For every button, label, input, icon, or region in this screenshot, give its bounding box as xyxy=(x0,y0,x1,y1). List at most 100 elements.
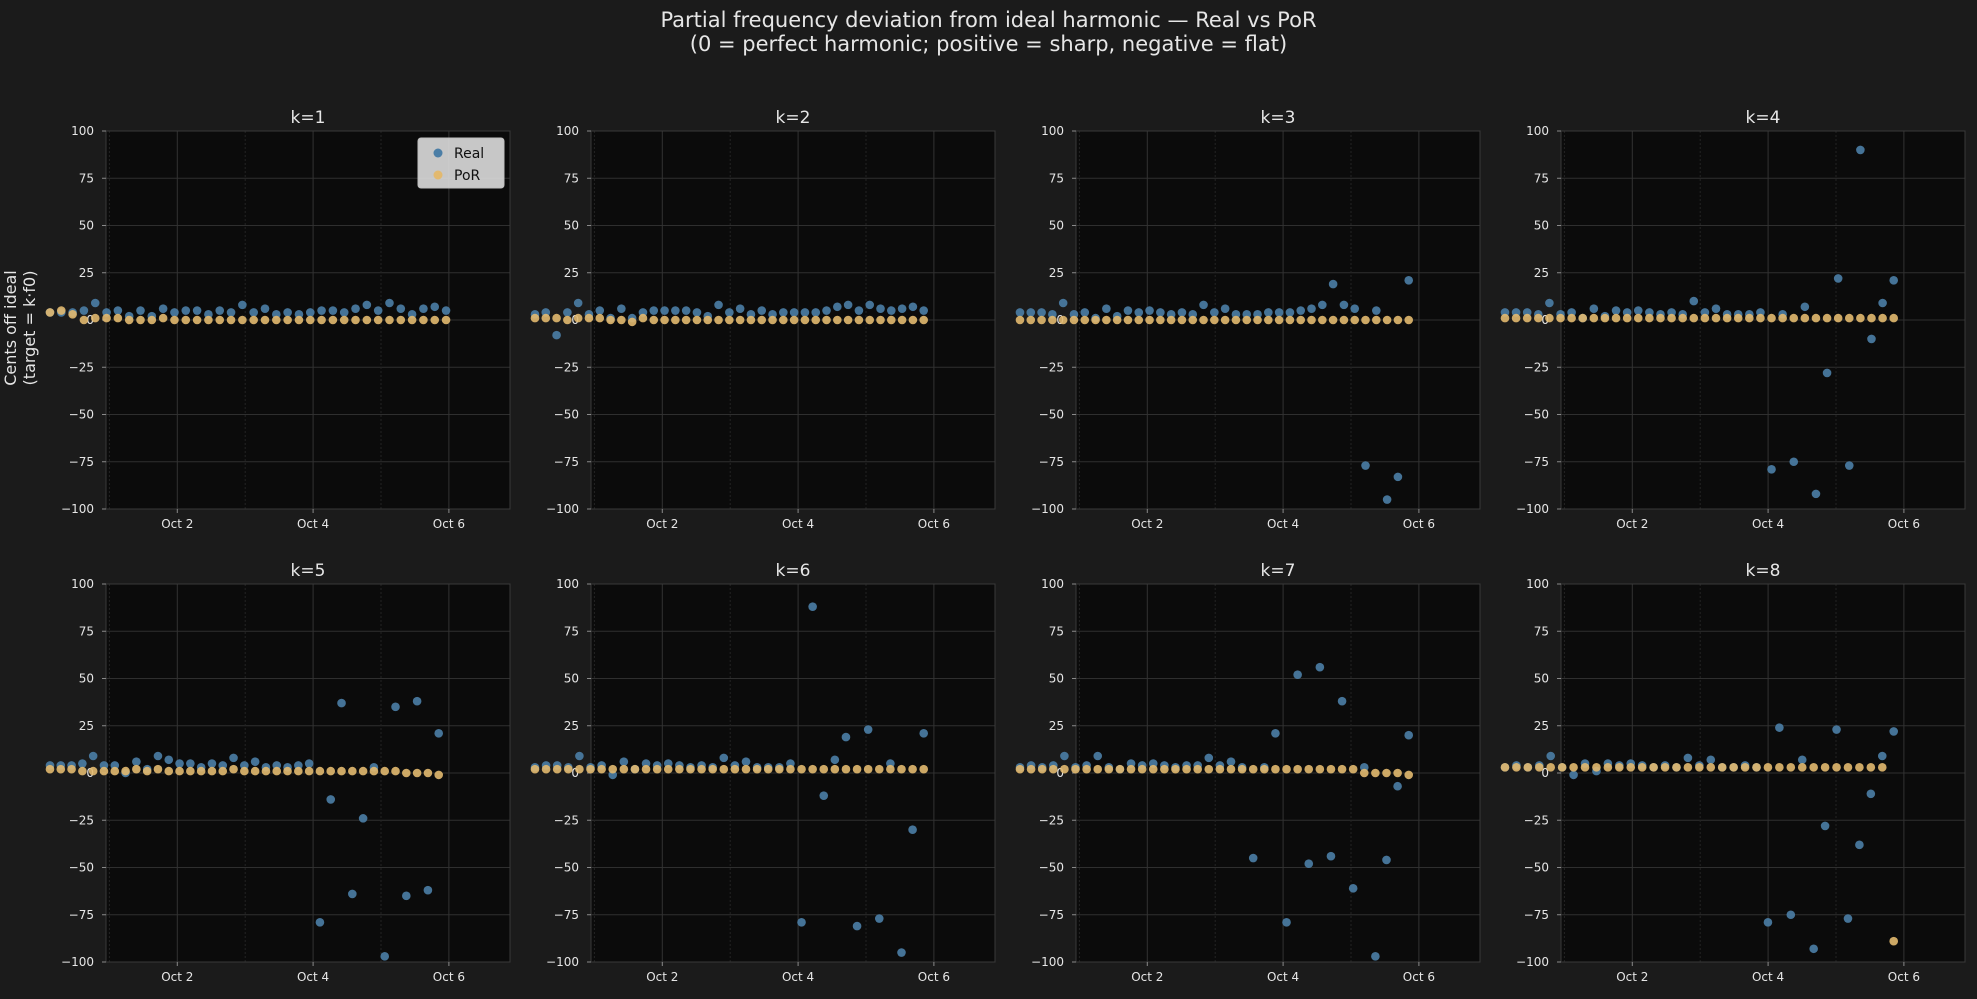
por-point xyxy=(175,766,184,776)
por-point xyxy=(1545,313,1554,323)
real-point xyxy=(250,757,260,766)
x-tick-label: Oct 6 xyxy=(1888,970,1920,984)
real-point xyxy=(1889,276,1899,285)
real-point xyxy=(249,308,258,317)
real-point xyxy=(1102,304,1111,313)
por-point xyxy=(1226,764,1236,774)
por-point xyxy=(1177,315,1187,325)
por-point xyxy=(908,764,917,774)
por-point xyxy=(1745,313,1754,323)
y-tick-label: −50 xyxy=(1524,408,1549,422)
y-tick-label: 75 xyxy=(1534,624,1549,638)
real-point xyxy=(1611,306,1621,315)
real-point xyxy=(423,885,433,895)
real-point xyxy=(649,306,659,315)
por-point xyxy=(1733,313,1743,323)
por-point xyxy=(876,315,885,325)
por-point xyxy=(1877,763,1887,772)
por-point xyxy=(1248,764,1258,774)
por-point xyxy=(575,764,584,774)
y-tick-label: −75 xyxy=(554,908,579,922)
subplot-k-4: k=4 100 75 50 25 0 −25 −50 −75 −100 Oct 2 Oct 4 Oct … xyxy=(1500,108,1966,531)
real-point xyxy=(1134,308,1144,317)
por-point xyxy=(630,764,640,774)
x-tick-label: Oct 6 xyxy=(1403,970,1435,984)
real-point xyxy=(735,304,745,313)
por-point xyxy=(649,315,659,325)
legend-por-marker xyxy=(433,170,443,180)
y-tick-label: 25 xyxy=(1049,266,1064,280)
real-point xyxy=(1060,751,1069,761)
por-point xyxy=(563,315,572,325)
real-point xyxy=(1372,306,1381,315)
real-point xyxy=(1569,770,1578,780)
real-point xyxy=(1371,952,1380,961)
real-point xyxy=(1800,302,1810,312)
por-point xyxy=(775,764,784,774)
real-point xyxy=(1304,859,1314,869)
por-point xyxy=(1048,315,1057,325)
por-point xyxy=(283,766,292,776)
real-point xyxy=(1145,306,1154,315)
real-point xyxy=(441,306,451,315)
legend-real-marker xyxy=(433,148,443,158)
real-point xyxy=(1833,274,1843,283)
por-point xyxy=(272,315,281,325)
y-tick-label: 25 xyxy=(564,719,579,733)
por-point xyxy=(294,766,303,776)
real-point xyxy=(897,304,907,313)
real-point xyxy=(1832,725,1841,734)
por-point xyxy=(1049,764,1058,774)
y-tick-label: −50 xyxy=(1524,861,1549,875)
por-point xyxy=(564,764,573,774)
y-tick-label: −75 xyxy=(69,908,94,922)
real-point xyxy=(714,300,723,310)
por-point xyxy=(158,313,168,323)
por-point xyxy=(617,315,626,325)
real-point xyxy=(681,306,691,315)
por-point xyxy=(337,766,346,776)
por-point xyxy=(714,315,723,325)
real-point xyxy=(326,795,336,804)
por-point xyxy=(1145,315,1154,325)
real-point xyxy=(88,751,98,761)
por-point xyxy=(1592,763,1601,772)
real-point xyxy=(1026,308,1036,317)
por-point xyxy=(1274,315,1284,325)
por-point xyxy=(768,315,777,325)
real-point xyxy=(887,306,896,315)
por-point xyxy=(1844,313,1854,323)
por-point xyxy=(170,315,179,325)
real-point xyxy=(1080,308,1090,317)
real-point xyxy=(671,306,680,315)
por-point xyxy=(1637,763,1647,772)
por-point xyxy=(741,764,751,774)
x-tick-label: Oct 6 xyxy=(433,970,465,984)
real-point xyxy=(79,306,89,315)
por-point xyxy=(703,315,713,325)
por-point xyxy=(1740,763,1750,772)
por-point xyxy=(1037,315,1046,325)
real-point xyxy=(908,302,918,312)
por-point xyxy=(283,315,292,325)
real-point xyxy=(181,306,191,315)
y-tick-label: −25 xyxy=(1524,360,1549,374)
por-point xyxy=(830,764,840,774)
real-point xyxy=(1361,461,1370,470)
por-point xyxy=(102,313,111,323)
por-point xyxy=(1556,313,1565,323)
por-point xyxy=(1633,313,1643,323)
por-point xyxy=(358,766,368,776)
y-tick-label: −100 xyxy=(546,955,579,969)
por-point xyxy=(789,315,799,325)
por-point xyxy=(530,764,540,774)
real-point xyxy=(808,602,817,611)
subplot-title: k=6 xyxy=(776,561,811,581)
real-point xyxy=(1348,883,1358,893)
por-point xyxy=(142,766,152,776)
real-point xyxy=(919,729,929,738)
real-point xyxy=(1318,300,1327,310)
por-point xyxy=(627,317,637,327)
por-point xyxy=(887,315,896,325)
por-point xyxy=(1210,315,1219,325)
